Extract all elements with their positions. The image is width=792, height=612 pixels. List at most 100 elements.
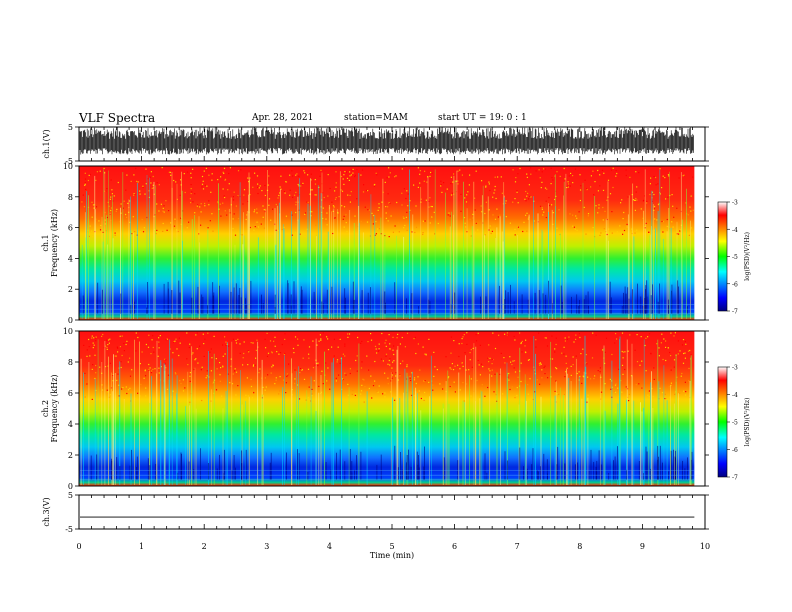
speckle [297,384,299,386]
speckle [597,212,599,214]
speckle [558,209,560,211]
speckle [602,189,605,191]
speckle [494,232,496,234]
speckle [526,212,528,214]
speckle [292,347,295,350]
speckle [440,184,442,186]
speckle [100,224,102,227]
speckle [232,228,234,230]
speckle [265,347,267,349]
speckle [469,352,471,354]
speckle [372,385,375,387]
speckle [489,189,491,192]
speckle [326,212,328,214]
speckle [237,385,239,387]
speckle [91,368,93,370]
speckle [237,170,240,172]
speckle [644,344,646,347]
speckle [194,359,196,361]
speckle [296,173,298,175]
speckle [685,391,687,393]
speckle [413,338,415,340]
speckle [526,195,528,197]
speckle [333,338,335,340]
speckle [572,175,574,177]
speckle [196,205,198,207]
speckle [569,213,571,215]
speckle [203,343,205,345]
speckle [545,337,547,339]
speckle [485,185,487,187]
speckle [535,346,537,348]
speckle [311,395,313,397]
speckle [101,389,104,391]
speckle [501,192,503,194]
speckle [158,341,160,343]
speckle [502,393,504,395]
speckle [108,205,110,207]
speckle [211,179,213,181]
speckle [647,394,649,396]
speckle [571,400,573,402]
speckle [385,355,387,357]
speckle [222,188,224,190]
speckle [541,208,543,210]
speckle [539,177,541,179]
speckle [89,225,91,227]
speckle [493,391,495,393]
speckle [208,174,210,176]
speckle [314,183,317,185]
speckle [514,371,517,373]
speckle [304,236,306,238]
speckle [440,180,442,182]
speckle [311,393,313,395]
speckle [360,367,363,369]
speckle [190,184,192,186]
speckle [83,206,85,208]
speckle [108,221,110,223]
speckle [566,367,568,369]
speckle [543,366,545,369]
speckle [512,201,514,203]
speckle [123,350,125,352]
speckle [448,376,450,378]
speckle [179,380,181,382]
speckle [514,198,516,200]
speckle [346,230,348,233]
header-start-time: start UT = 19: 0 : 1 [438,113,527,123]
speckle [203,355,205,357]
y-axis-label: Frequency (kHz) [50,374,59,442]
speckle [662,175,664,177]
speckle [598,204,600,206]
speckle [606,233,608,236]
speckle [645,337,647,339]
speckle [651,200,653,202]
speckle [160,366,162,368]
speckle [434,366,436,368]
speckle [449,367,451,369]
speckle [126,340,128,342]
speckle [228,183,230,185]
speckle [450,336,452,338]
speckle [254,364,256,366]
speckle [183,173,185,175]
speckle [194,212,196,214]
speckle [406,364,408,366]
speckle [256,212,258,214]
speckle [188,221,190,223]
speckle [253,392,255,394]
speckle [208,204,210,206]
speckle [505,202,507,204]
speckle [671,221,673,223]
speckle [291,214,293,216]
speckle [235,205,237,207]
speckle [118,395,120,397]
speckle [190,172,192,174]
speckle [208,376,210,378]
speckle [653,367,655,369]
speckle [134,194,136,196]
speckle [356,370,358,372]
speckle [538,363,540,365]
speckle [545,222,547,224]
speckle [95,364,97,367]
